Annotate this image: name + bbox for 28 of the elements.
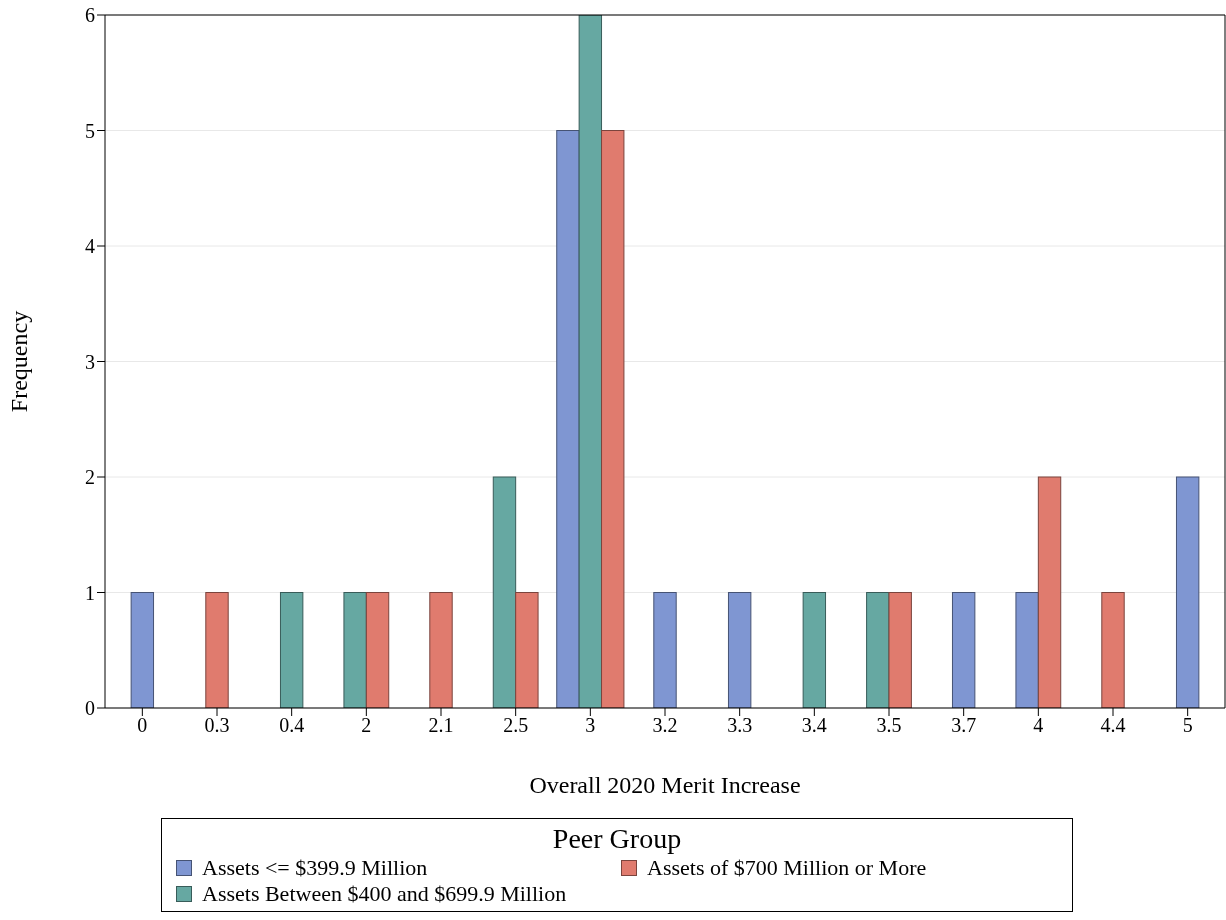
- y-tick-label: 6: [85, 4, 95, 27]
- y-axis-title: Frequency: [5, 310, 32, 413]
- x-tick-label: 3: [585, 714, 596, 737]
- x-tick-label: 4.4: [1100, 714, 1126, 737]
- x-tick-label: 0: [137, 714, 148, 737]
- x-tick-label: 0.3: [204, 714, 230, 737]
- x-tick-label: 3.5: [876, 714, 902, 737]
- y-tick-label: 2: [85, 466, 95, 489]
- x-tick-label: 3.2: [652, 714, 678, 737]
- x-tick-label: 3.3: [727, 714, 753, 737]
- y-tick-label: 4: [85, 235, 95, 258]
- x-tick-label: 2.1: [428, 714, 454, 737]
- legend-label: Assets <= $399.9 Million: [202, 855, 428, 881]
- x-tick-label: 2.5: [503, 714, 529, 737]
- x-tick-label: 2: [361, 714, 372, 737]
- x-tick-label: 3.7: [951, 714, 977, 737]
- y-tick-label: 0: [85, 697, 95, 720]
- x-tick-label: 4: [1033, 714, 1044, 737]
- y-tick-label: 3: [85, 350, 95, 373]
- legend-title: Peer Group: [551, 823, 683, 855]
- legend-label: Assets of $700 Million or More: [647, 855, 927, 881]
- x-tick-label: 5: [1182, 714, 1193, 737]
- x-tick-label: 0.4: [279, 714, 305, 737]
- legend-label: Assets Between $400 and $699.9 Million: [202, 881, 567, 907]
- y-tick-label: 5: [85, 119, 95, 142]
- x-axis-title: Overall 2020 Merit Increase: [529, 772, 801, 798]
- x-tick-label: 3.4: [801, 714, 827, 737]
- y-tick-label: 1: [85, 581, 95, 604]
